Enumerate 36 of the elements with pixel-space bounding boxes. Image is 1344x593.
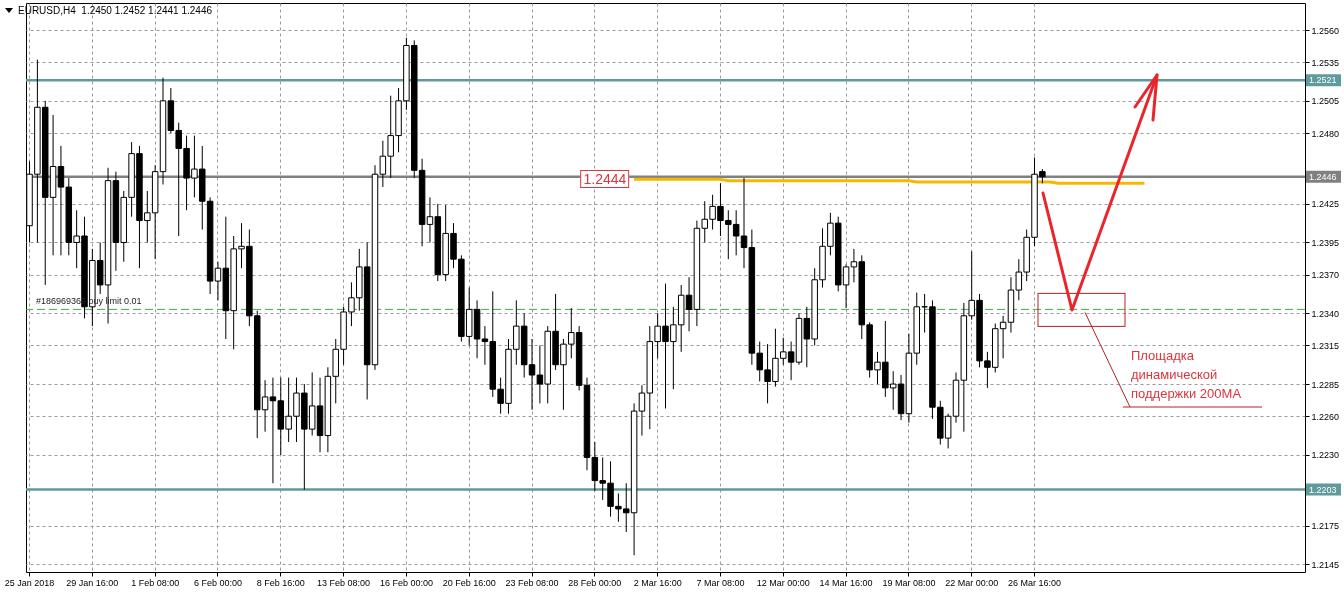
x-tick-label: 2 Mar 16:00 — [633, 577, 682, 588]
y-tick-label: 1.2315 — [1311, 340, 1340, 351]
y-tick-label: 1.2260 — [1311, 411, 1340, 422]
y-tick-label: 1.2230 — [1311, 450, 1340, 461]
y-tick-label: 1.2425 — [1311, 199, 1340, 210]
x-tick-label: 7 Mar 08:00 — [696, 577, 745, 588]
x-tick-label: 26 Mar 16:00 — [1007, 577, 1062, 588]
ref-line-label: 1.2446 — [1309, 171, 1337, 182]
ref-line-label: 1.2203 — [1309, 484, 1337, 495]
y-tick-label: 1.2370 — [1311, 270, 1340, 281]
y-tick-label: 1.2505 — [1311, 96, 1340, 107]
y-tick-label: 1.2395 — [1311, 237, 1340, 248]
x-tick-label: 23 Feb 08:00 — [505, 577, 559, 588]
annotation: Площадка динамической поддержки 200MA — [1131, 347, 1243, 403]
x-tick-label: 1 Feb 08:00 — [131, 577, 180, 588]
x-tick-label: 19 Mar 08:00 — [882, 577, 936, 588]
x-tick-label: 8 Feb 16:00 — [256, 577, 305, 588]
x-tick-label: 22 Mar 00:00 — [945, 577, 999, 588]
annotation: 1.2444 — [580, 170, 630, 189]
x-tick-label: 6 Feb 00:00 — [193, 577, 242, 588]
x-tick-label: 12 Mar 00:00 — [756, 577, 810, 588]
ref-line-label: 1.2521 — [1309, 75, 1337, 86]
x-tick-label: 20 Feb 16:00 — [442, 577, 496, 588]
x-tick-label: 16 Feb 00:00 — [379, 577, 433, 588]
y-tick-label: 1.2175 — [1311, 521, 1340, 532]
x-tick-label: 13 Feb 08:00 — [317, 577, 371, 588]
y-tick-label: 1.2340 — [1311, 308, 1340, 319]
x-tick-label: 29 Jan 16:00 — [66, 577, 119, 588]
x-tick-label: 25 Jan 2018 — [4, 577, 55, 588]
y-tick-label: 1.2535 — [1311, 57, 1340, 68]
y-tick-label: 1.2145 — [1311, 559, 1340, 570]
y-tick-label: 1.2480 — [1311, 128, 1340, 139]
y-tick-label: 1.2560 — [1311, 25, 1340, 36]
x-tick-label: 14 Mar 16:00 — [819, 577, 873, 588]
x-tick-label: 28 Feb 00:00 — [568, 577, 622, 588]
y-tick-label: 1.2285 — [1311, 379, 1340, 390]
